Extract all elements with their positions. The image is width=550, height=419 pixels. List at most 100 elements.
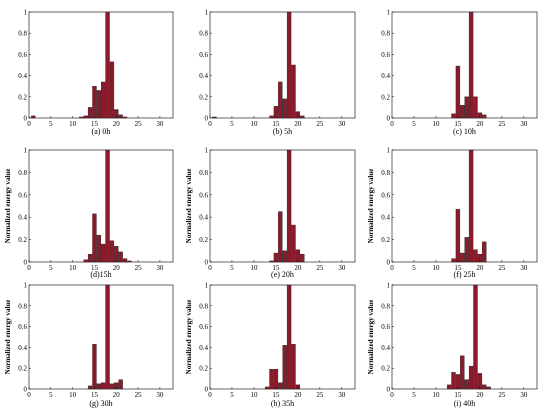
- x-tick-label: 10: [432, 120, 440, 128]
- bar: [83, 115, 88, 119]
- x-tick-label: 30: [156, 391, 164, 399]
- y-tick-label: 0: [387, 115, 391, 123]
- x-tick-label: 10: [250, 391, 258, 399]
- bar: [486, 386, 491, 390]
- x-tick-label: 0: [390, 391, 394, 399]
- bar: [92, 213, 97, 263]
- x-tick-label: 5: [49, 120, 53, 128]
- bar: [118, 251, 123, 263]
- bar: [105, 11, 110, 119]
- y-tick-label: 0.2: [381, 236, 390, 244]
- bar: [451, 258, 456, 263]
- bar: [300, 253, 305, 263]
- bar: [101, 243, 106, 263]
- bar: [127, 260, 132, 263]
- x-tick-label: 20: [113, 120, 121, 128]
- plot-frame: [28, 284, 174, 390]
- y-tick-label: 1: [387, 282, 391, 290]
- bar: [477, 373, 483, 390]
- bar: [122, 116, 128, 119]
- y-tick-label: 0: [387, 386, 391, 394]
- y-axis-label: Normalized energy value: [4, 169, 12, 244]
- bar: [468, 149, 474, 263]
- x-tick-label: 25: [498, 391, 506, 399]
- x-tick-label: 10: [69, 264, 77, 272]
- x-tick-label: 25: [316, 264, 324, 272]
- y-tick-label: 0: [24, 115, 28, 123]
- bar: [468, 11, 474, 119]
- y-tick-label: 0: [387, 259, 391, 267]
- y-tick-label: 0.4: [199, 72, 208, 80]
- chart-panel: 0 5 10 15 20 25 30 0 0.2 0.4 0.6 0.8 1 Normalized ene…: [185, 147, 356, 279]
- x-tick-label: 25: [498, 120, 506, 128]
- y-tick-label: 0.8: [199, 302, 208, 310]
- bar: [269, 115, 274, 119]
- x-tick-label: 25: [316, 120, 324, 128]
- x-tick-label: 30: [520, 264, 528, 272]
- y-tick-label: 0.8: [381, 30, 390, 38]
- y-tick-label: 0.2: [381, 365, 390, 373]
- y-axis-label: Normalized energy value: [4, 300, 12, 375]
- x-tick-label: 15: [454, 391, 462, 399]
- plot-frame: [209, 11, 356, 119]
- bar: [105, 149, 110, 263]
- bar: [278, 211, 283, 263]
- y-tick-label: 0.8: [18, 302, 27, 310]
- y-tick-label: 0.2: [18, 365, 27, 373]
- bar: [460, 355, 465, 390]
- chart-panel: 0 5 10 15 20 25 30 0 0.2 0.4 0.6 0.8 1 Normalized ene…: [185, 282, 356, 408]
- y-tick-label: 0.2: [199, 93, 208, 101]
- bar: [273, 369, 279, 390]
- y-tick-label: 0.6: [381, 323, 390, 331]
- panel-caption: (f) 25h: [454, 270, 476, 279]
- y-tick-label: 0: [205, 386, 209, 394]
- chart-panel: 0 5 10 15 20 25 30 0 0.2 0.4 0.6 0.8 1 (b) 5h: [199, 9, 356, 136]
- bar: [87, 385, 93, 390]
- bar: [96, 90, 101, 119]
- bar: [96, 234, 101, 263]
- bar: [451, 113, 456, 119]
- bar: [482, 384, 487, 390]
- y-tick-label: 1: [387, 9, 391, 17]
- plot-frame: [391, 149, 538, 263]
- bar: [109, 61, 115, 119]
- y-axis-label: Normalized energy value: [185, 300, 193, 375]
- bar: [92, 344, 97, 390]
- bar: [282, 98, 287, 119]
- y-tick-label: 0.6: [18, 191, 27, 199]
- panel-caption: (b) 5h: [273, 127, 292, 136]
- y-tick-label: 0: [205, 259, 209, 267]
- x-tick-label: 0: [208, 120, 212, 128]
- bar: [291, 344, 296, 390]
- bar: [455, 65, 461, 119]
- y-tick-label: 0.4: [381, 344, 390, 352]
- x-tick-label: 30: [338, 264, 346, 272]
- bar: [105, 284, 110, 390]
- y-axis-label: Normalized energy value: [367, 300, 375, 375]
- x-tick-label: 20: [476, 264, 484, 272]
- bar: [468, 365, 474, 390]
- x-tick-label: 5: [412, 264, 416, 272]
- bar: [109, 383, 115, 390]
- chart-panel: 0 5 10 15 20 25 30 0 0.2 0.4 0.6 0.8 1 Normalized ene…: [367, 147, 538, 279]
- plot-frame: [391, 284, 538, 390]
- plot-frame: [28, 11, 174, 119]
- x-tick-label: 5: [230, 264, 234, 272]
- y-tick-label: 0.2: [18, 93, 27, 101]
- bar: [460, 105, 465, 119]
- panel-caption: (h) 35h: [271, 399, 294, 408]
- y-tick-label: 0.2: [18, 236, 27, 244]
- x-tick-label: 25: [135, 264, 143, 272]
- x-tick-label: 15: [454, 264, 462, 272]
- y-tick-label: 0.6: [18, 51, 27, 59]
- x-tick-label: 10: [432, 391, 440, 399]
- x-tick-label: 20: [113, 391, 121, 399]
- chart-panel: 0 5 10 15 20 25 30 0 0.2 0.4 0.6 0.8 1 (c) 10h: [381, 9, 538, 136]
- x-tick-label: 10: [432, 264, 440, 272]
- bar: [101, 382, 106, 390]
- y-tick-label: 0.6: [199, 191, 208, 199]
- bar: [101, 81, 106, 119]
- y-tick-label: 0: [24, 386, 28, 394]
- bar: [212, 116, 217, 119]
- y-tick-label: 0.4: [199, 344, 208, 352]
